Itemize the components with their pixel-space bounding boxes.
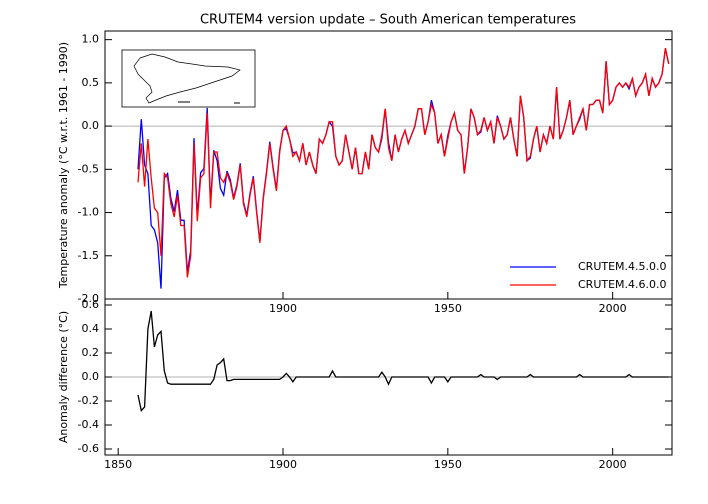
- y-tick-label: 0.0: [82, 370, 100, 383]
- legend-label: CRUTEM.4.5.0.0: [578, 260, 667, 273]
- data-line: [137, 48, 670, 278]
- y-tick-label: -0.4: [78, 418, 99, 431]
- y-tick-label: -2.0: [78, 292, 99, 305]
- y-tick-label: -1.5: [78, 249, 99, 262]
- x-tick-label: 1950: [434, 302, 462, 315]
- y-tick-label: 0.4: [82, 322, 100, 335]
- y-tick-label: 0.6: [82, 298, 100, 311]
- y-tick-label: 0.0: [82, 119, 100, 132]
- x-tick-label: 1900: [269, 458, 297, 471]
- y-tick-label: 0.5: [82, 76, 100, 89]
- chart-title: CRUTEM4 version update – South American …: [200, 13, 576, 28]
- inset-map: [121, 49, 256, 108]
- y-tick-label: 0.2: [82, 346, 100, 359]
- x-tick-label: 1850: [104, 458, 132, 471]
- y-tick-label: -1.0: [78, 206, 99, 219]
- x-tick-label: 1950: [434, 458, 462, 471]
- y-tick-label: 1.0: [82, 33, 100, 46]
- x-tick-label: 2000: [599, 302, 627, 315]
- x-tick-label: 1900: [269, 302, 297, 315]
- data-line: [137, 310, 669, 412]
- y-axis-label: Temperature anomaly (°C w.r.t. 1961 - 19…: [57, 42, 70, 289]
- y-tick-label: -0.5: [78, 162, 99, 175]
- y-tick-label: -0.6: [78, 442, 99, 455]
- plot-frame: [104, 30, 673, 456]
- x-tick-label: 2000: [599, 458, 627, 471]
- legend-label: CRUTEM.4.6.0.0: [578, 278, 667, 291]
- y-axis-label: Anomaly difference (°C): [57, 311, 70, 443]
- y-tick-label: -0.2: [78, 394, 99, 407]
